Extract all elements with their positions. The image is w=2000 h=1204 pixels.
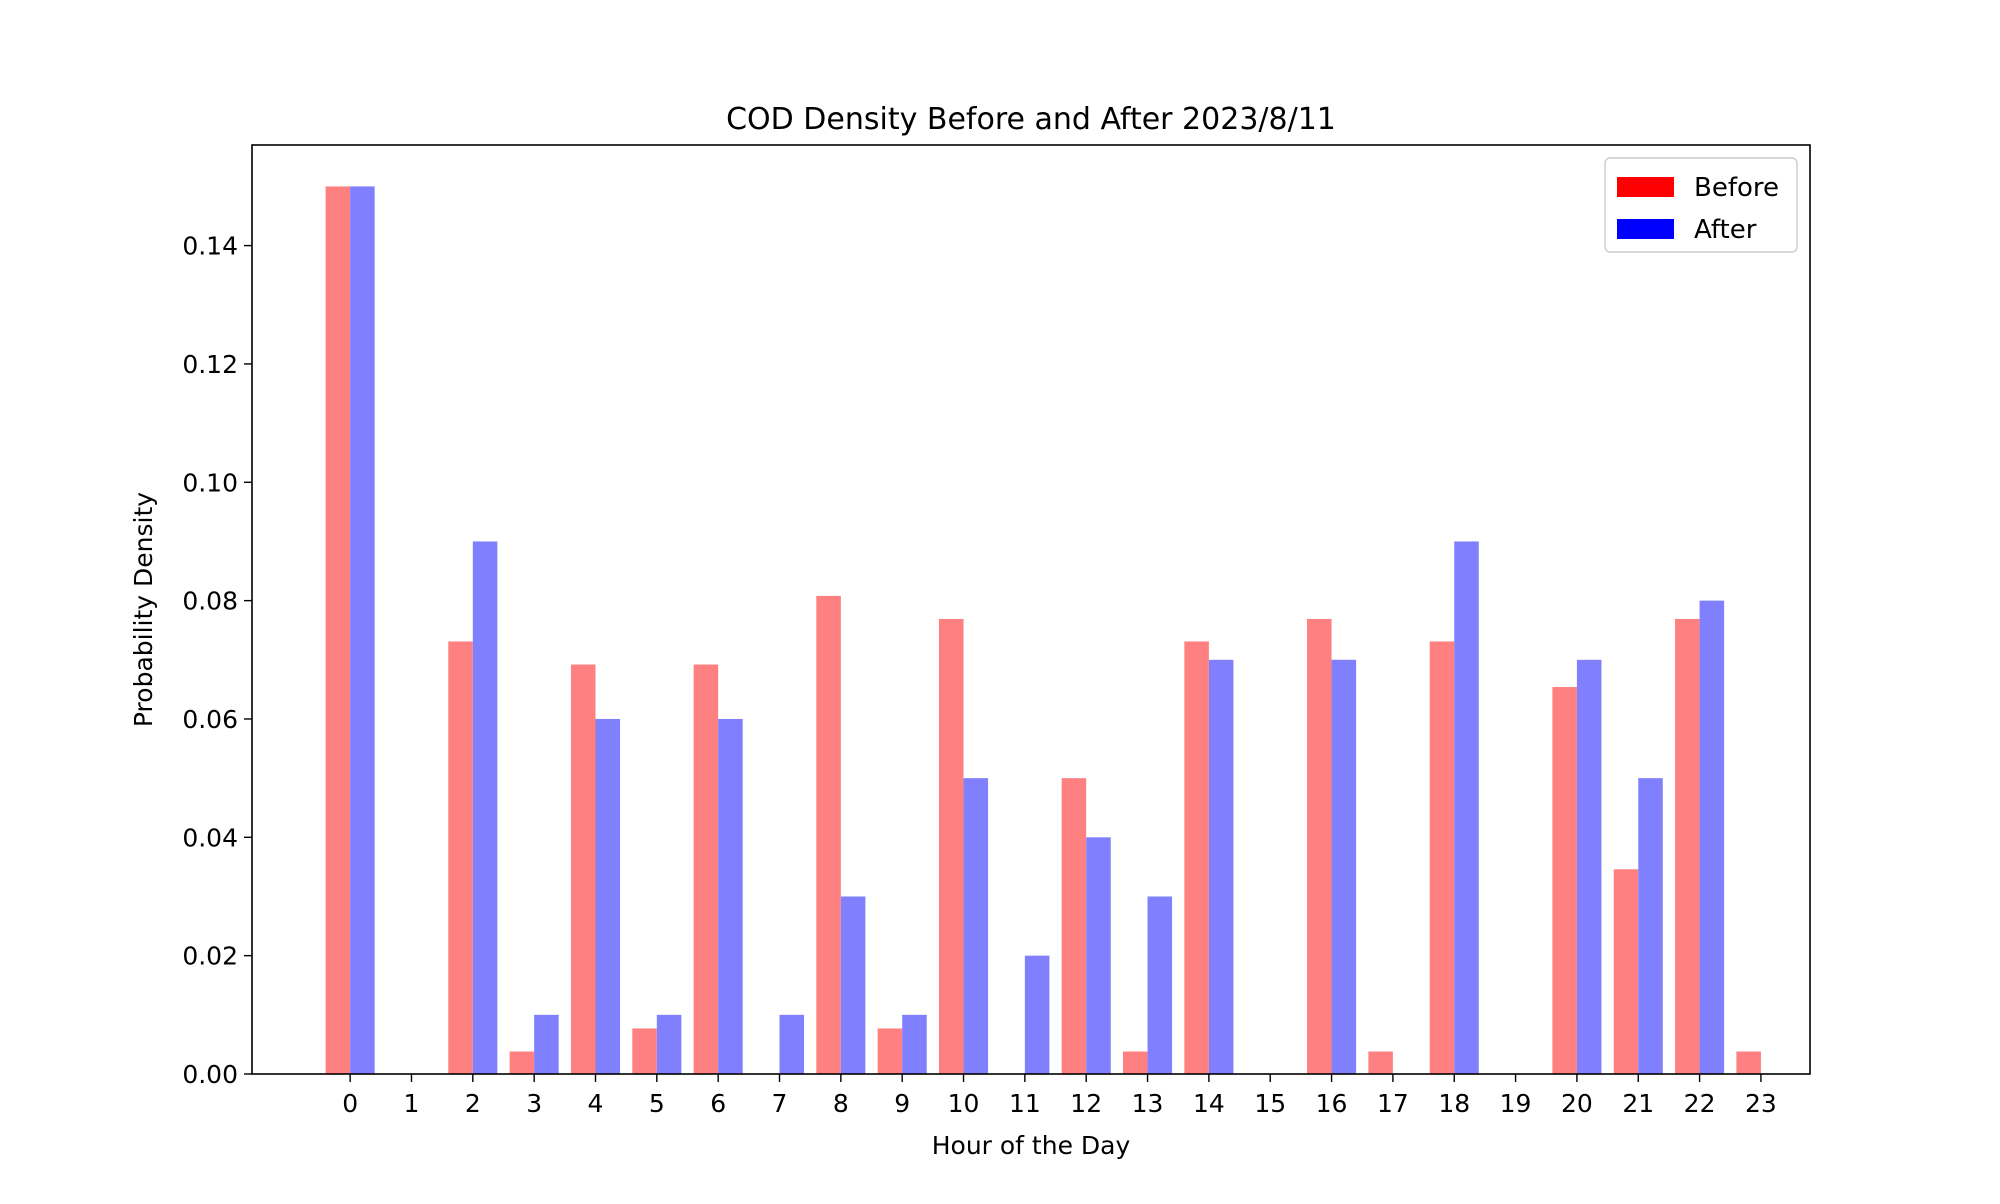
y-tick-label: 0.12 <box>182 350 238 379</box>
bar-before-12 <box>1061 778 1087 1074</box>
bar-after-12 <box>1086 837 1111 1074</box>
bar-after-2 <box>472 541 498 1074</box>
x-axis-ticks: 0 1 2 3 4 5 6 7 8 9 10 11 12 13 14 15 16 17 18 19 20 21 22 23 <box>342 1074 1777 1118</box>
bar-before-9 <box>877 1028 903 1074</box>
bar-after-5 <box>656 1014 682 1074</box>
bar-after-20 <box>1576 659 1602 1074</box>
bar-before-4 <box>570 664 596 1074</box>
x-tick-label: 16 <box>1316 1089 1348 1118</box>
bar-after-11 <box>1024 955 1050 1074</box>
x-tick-label: 6 <box>710 1089 726 1118</box>
plot-frame <box>251 144 1811 1075</box>
legend: Before After <box>1604 157 1798 253</box>
bar-before-14 <box>1184 641 1209 1074</box>
x-tick-label: 17 <box>1377 1089 1409 1118</box>
bar-after-4 <box>595 718 621 1074</box>
x-tick-label: 4 <box>588 1089 604 1118</box>
legend-swatch-after <box>1617 219 1674 239</box>
bar-after-18 <box>1454 541 1479 1074</box>
bar-before-22 <box>1675 618 1700 1074</box>
x-tick-label: 10 <box>948 1089 980 1118</box>
x-tick-label: 13 <box>1132 1089 1164 1118</box>
bar-before-2 <box>448 641 473 1074</box>
bar-before-6 <box>693 664 719 1074</box>
bar-after-21 <box>1638 778 1663 1074</box>
bar-before-18 <box>1429 641 1455 1074</box>
bar-after-8 <box>840 896 866 1074</box>
x-tick-label: 1 <box>404 1089 420 1118</box>
y-tick-label: 0.10 <box>182 468 238 497</box>
legend-label-after: After <box>1694 215 1757 245</box>
x-tick-label: 19 <box>1500 1089 1532 1118</box>
x-tick-label: 18 <box>1438 1089 1470 1118</box>
y-axis-label: Probability Density <box>129 492 158 727</box>
bar-before-13 <box>1123 1051 1148 1074</box>
x-tick-label: 23 <box>1745 1089 1777 1118</box>
bar-after-7 <box>779 1014 805 1074</box>
bars-layer <box>325 186 1761 1074</box>
x-tick-label: 7 <box>772 1089 788 1118</box>
bar-before-3 <box>509 1051 535 1074</box>
bar-before-8 <box>816 595 841 1074</box>
bar-after-16 <box>1331 659 1357 1074</box>
y-axis-ticks: 0.00 0.02 0.04 0.06 0.08 0.10 0.12 0.14 <box>182 232 252 1089</box>
x-tick-label: 22 <box>1684 1089 1716 1118</box>
bar-before-0 <box>325 186 351 1074</box>
bar-before-17 <box>1368 1051 1393 1074</box>
x-tick-label: 14 <box>1193 1089 1225 1118</box>
y-tick-label: 0.06 <box>182 705 238 734</box>
x-tick-label: 21 <box>1622 1089 1654 1118</box>
bar-before-23 <box>1736 1051 1761 1074</box>
x-axis-label: Hour of the Day <box>932 1131 1131 1160</box>
y-tick-label: 0.04 <box>182 823 238 852</box>
x-tick-label: 0 <box>342 1089 358 1118</box>
y-tick-label: 0.02 <box>182 942 238 971</box>
bar-after-6 <box>718 718 743 1074</box>
y-tick-label: 0.00 <box>182 1060 238 1089</box>
x-tick-label: 3 <box>526 1089 542 1118</box>
x-tick-label: 15 <box>1254 1089 1286 1118</box>
bar-after-0 <box>350 186 375 1074</box>
axes-layer: 0 1 2 3 4 5 6 7 8 9 10 11 12 13 14 15 16 17 18 19 20 21 22 23 0… <box>129 102 1811 1160</box>
y-tick-label: 0.14 <box>182 232 238 261</box>
bar-after-22 <box>1699 600 1725 1074</box>
bar-after-3 <box>534 1014 559 1074</box>
bar-after-10 <box>963 778 989 1074</box>
x-tick-label: 11 <box>1009 1089 1041 1118</box>
x-tick-label: 20 <box>1561 1089 1593 1118</box>
legend-swatch-before <box>1617 177 1674 197</box>
bar-before-20 <box>1552 687 1577 1074</box>
x-tick-label: 5 <box>649 1089 665 1118</box>
legend-label-before: Before <box>1694 173 1779 203</box>
bar-before-10 <box>938 618 964 1074</box>
chart-title: COD Density Before and After 2023/8/11 <box>726 102 1336 137</box>
bar-before-16 <box>1307 618 1332 1074</box>
bar-after-13 <box>1147 896 1173 1074</box>
y-tick-label: 0.08 <box>182 587 238 616</box>
x-tick-label: 9 <box>894 1089 910 1118</box>
bar-before-5 <box>632 1028 657 1074</box>
x-tick-label: 8 <box>833 1089 849 1118</box>
x-tick-label: 12 <box>1070 1089 1102 1118</box>
bar-before-21 <box>1613 869 1639 1074</box>
bar-after-14 <box>1208 659 1234 1074</box>
x-tick-label: 2 <box>465 1089 481 1118</box>
bar-after-9 <box>902 1014 927 1074</box>
